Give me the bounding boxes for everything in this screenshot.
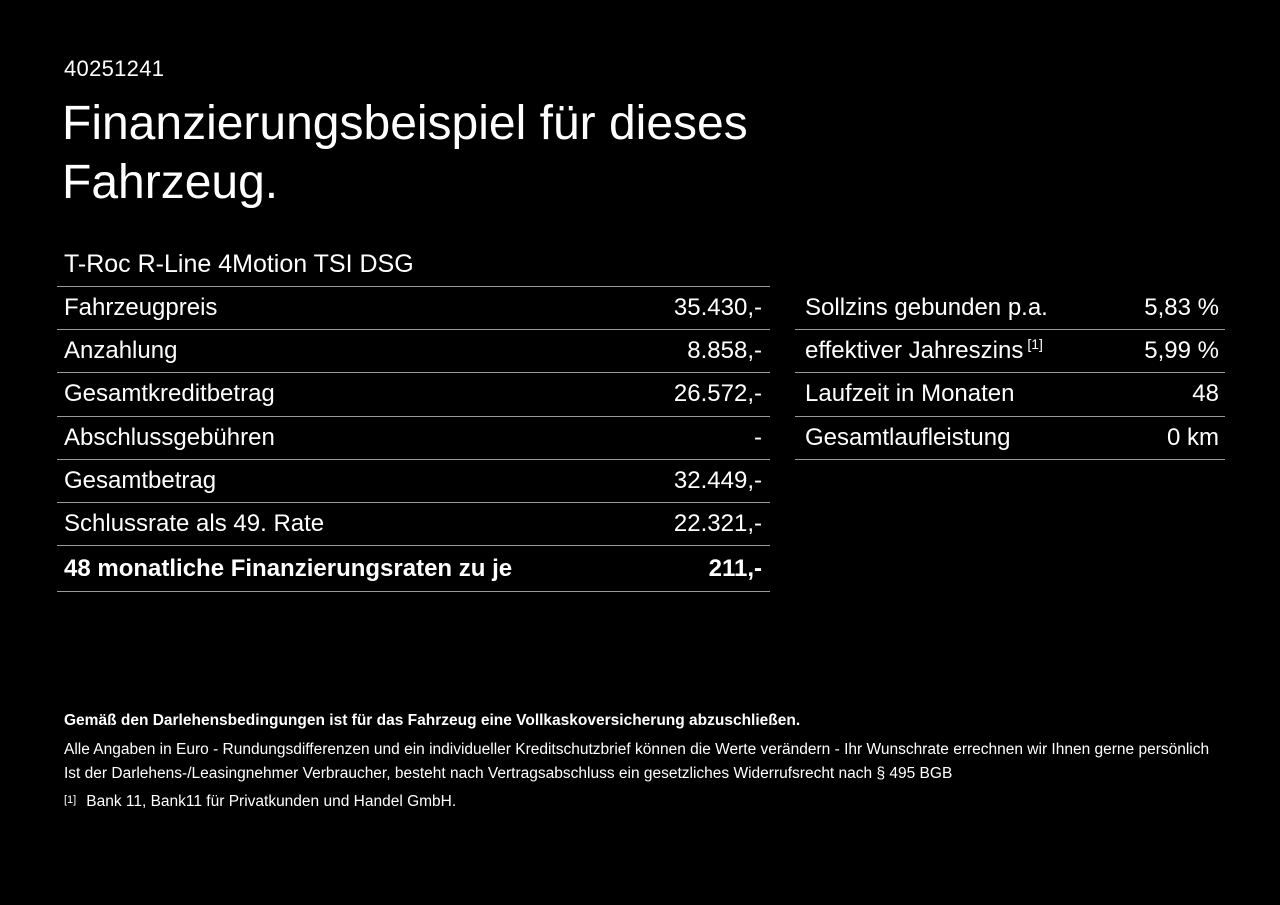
- row-value: -: [754, 423, 762, 451]
- table-row-gesamtkreditbetrag: Gesamtkreditbetrag 26.572,-: [57, 373, 770, 417]
- row-value: 0 km: [1166, 423, 1219, 451]
- row-label: Gesamtlaufleistung: [805, 423, 1011, 451]
- footnote-marker: [1]: [64, 794, 77, 806]
- row-label: Sollzins gebunden p.a.: [805, 294, 1048, 322]
- row-value: 32.449,-: [673, 466, 762, 494]
- table-row-schlussrate: Schlussrate als 49. Rate 22.321,-: [57, 503, 770, 547]
- table-row-sollzins: Sollzins gebunden p.a. 5,83 %: [795, 287, 1225, 331]
- table-row-monatsrate: 48 monatliche Finanzierungsraten zu je 2…: [57, 546, 770, 593]
- row-label: Fahrzeugpreis: [64, 294, 218, 322]
- page-title-line2: Fahrzeug.: [62, 156, 279, 209]
- row-value: 35.430,-: [673, 294, 762, 322]
- disclaimer-line-1: Alle Angaben in Euro - Rundungsdifferenz…: [64, 741, 1210, 758]
- row-value: 8.858,-: [687, 337, 762, 365]
- table-row-fahrzeugpreis: Fahrzeugpreis 35.430,-: [57, 287, 770, 331]
- row-value: 48: [1192, 380, 1219, 408]
- offer-number: 40251241: [64, 56, 165, 81]
- page-title: Finanzierungsbeispiel für dieses Fahrzeug…: [62, 94, 748, 212]
- footnote-text: Bank 11, Bank11 für Privatkunden und Han…: [86, 793, 457, 810]
- table-row-gesamtbetrag: Gesamtbetrag 32.449,-: [57, 460, 770, 503]
- conditions-table: Sollzins gebunden p.a. 5,83 % effektiver…: [795, 287, 1225, 460]
- page-title-line1: Finanzierungsbeispiel für dieses: [62, 97, 748, 150]
- table-row-abschlussgebuehren: Abschlussgebühren -: [57, 417, 770, 460]
- row-label: Abschlussgebühren: [64, 423, 275, 451]
- row-value: 211,-: [708, 554, 762, 582]
- table-row-gesamtlaufleistung: Gesamtlaufleistung 0 km: [795, 417, 1225, 460]
- row-label: Anzahlung: [64, 337, 178, 365]
- row-label: 48 monatliche Finanzierungsraten zu je: [64, 554, 513, 582]
- row-label: effektiver Jahreszins [1]: [805, 336, 1043, 365]
- row-label: Gesamtkreditbetrag: [64, 380, 275, 408]
- disclaimer-line-2: Ist der Darlehens-/Leasingnehmer Verbrau…: [64, 765, 953, 782]
- row-label: Schlussrate als 49. Rate: [64, 510, 325, 538]
- row-value: 26.572,-: [673, 380, 762, 408]
- table-row-anzahlung: Anzahlung 8.858,-: [57, 330, 770, 374]
- financing-table: Fahrzeugpreis 35.430,- Anzahlung 8.858,-…: [57, 286, 770, 593]
- footnote: [1] Bank 11, Bank11 für Privatkunden und …: [64, 790, 456, 812]
- row-value: 5,99 %: [1144, 337, 1219, 365]
- table-row-effektiver-jahreszins: effektiver Jahreszins [1] 5,99 %: [795, 330, 1225, 374]
- row-value: 5,83 %: [1144, 294, 1219, 322]
- footnote-reference: [1]: [1027, 336, 1043, 353]
- vehicle-model: T-Roc R-Line 4Motion TSI DSG: [64, 250, 414, 278]
- insurance-note: Gemäß den Darlehensbedingungen ist für d…: [64, 712, 801, 729]
- table-row-laufzeit: Laufzeit in Monaten 48: [795, 373, 1225, 417]
- row-label: Gesamtbetrag: [64, 466, 217, 494]
- row-value: 22.321,-: [673, 510, 762, 538]
- row-label: Laufzeit in Monaten: [805, 380, 1015, 408]
